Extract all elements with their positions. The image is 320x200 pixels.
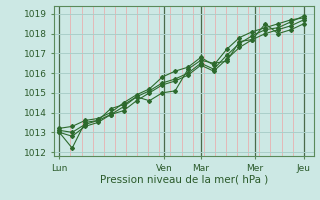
X-axis label: Pression niveau de la mer( hPa ): Pression niveau de la mer( hPa ) [100,174,268,184]
